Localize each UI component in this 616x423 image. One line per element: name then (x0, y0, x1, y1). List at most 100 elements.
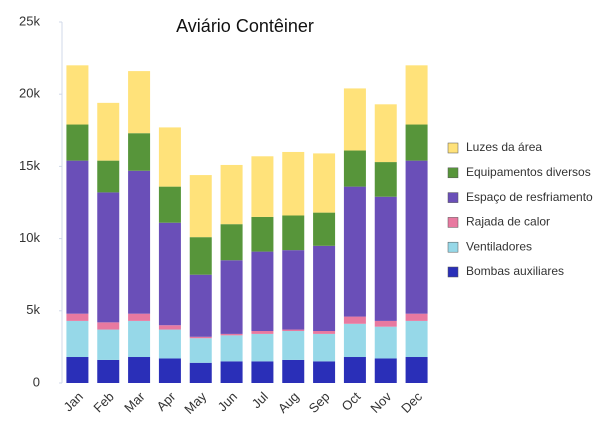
bar-segment (220, 260, 243, 334)
bar-segment (158, 358, 181, 383)
bar-segment (374, 196, 397, 321)
bar-segment (189, 274, 212, 337)
bar-segment (66, 357, 89, 383)
x-tick-label: May (181, 389, 209, 417)
bar-segment (313, 361, 336, 383)
x-tick-label: Sep (306, 389, 333, 416)
bar-segment (251, 251, 274, 332)
bar-segment (251, 361, 274, 383)
bar-segment (343, 316, 366, 324)
legend-swatch (447, 241, 459, 253)
bar-segment (374, 104, 397, 163)
x-tick-label: Jun (215, 389, 240, 414)
bar-segment (343, 323, 366, 358)
bar-segment (97, 102, 120, 161)
bar-segment (405, 313, 428, 321)
bar-segment (405, 65, 428, 125)
bar-segment (374, 326, 397, 359)
bar-segment (313, 153, 336, 213)
x-tick-label: Oct (339, 389, 364, 414)
bar-segment (189, 362, 212, 383)
bar-segment (374, 320, 397, 327)
y-tick-label: 15k (19, 158, 40, 173)
bar-segment (313, 245, 336, 332)
bar-segment (343, 88, 366, 151)
legend-label: Luzes da área (466, 140, 542, 154)
bar-segment (220, 164, 243, 225)
bar-segment (189, 237, 212, 275)
bar-segment (251, 331, 274, 334)
x-tick-label: Mar (121, 388, 148, 415)
bar-segment (128, 170, 151, 314)
bar-segment (66, 320, 89, 358)
y-tick-label: 25k (19, 13, 40, 28)
x-tick-label: Jul (249, 389, 271, 411)
bar-segment (251, 333, 274, 362)
y-tick-label: 5k (26, 302, 40, 317)
bar-segment (66, 160, 89, 314)
x-tick-label: Apr (154, 388, 179, 413)
bar-segment (405, 124, 428, 161)
x-tick-label: Dec (398, 389, 425, 416)
bar-segment (128, 320, 151, 358)
bar-segment (374, 358, 397, 383)
bar-segment (405, 357, 428, 383)
bar-segment (189, 338, 212, 363)
bar-segment (282, 215, 305, 251)
bar-segment (313, 333, 336, 362)
bar-segment (97, 160, 120, 193)
bar-segment (97, 359, 120, 383)
bar-segment (97, 322, 120, 330)
bar-segment (97, 329, 120, 360)
x-tick-label: Feb (90, 389, 116, 415)
bar-segment (220, 361, 243, 383)
bar-segment (66, 313, 89, 321)
legend-swatch (447, 167, 459, 179)
bar-segment (220, 333, 243, 336)
legend-label: Espaço de resfriamento (466, 190, 593, 204)
legend-swatch (447, 266, 459, 278)
bar-segment (313, 331, 336, 334)
bar-segment (282, 331, 305, 360)
bar-segment (405, 160, 428, 314)
bar-segment (343, 186, 366, 317)
bar-segment (251, 156, 274, 217)
bar-segment (128, 357, 151, 383)
bar-segment (282, 329, 305, 332)
bar-segment (158, 127, 181, 187)
bar-segment (313, 212, 336, 246)
bar-segment (128, 313, 151, 321)
legend-label: Equipamentos diversos (466, 165, 591, 179)
bar-segment (282, 250, 305, 330)
bar-segment (282, 359, 305, 383)
legend-label: Ventiladores (466, 239, 532, 253)
bar-segment (97, 192, 120, 323)
bar-segment (66, 65, 89, 125)
y-tick-label: 0 (33, 374, 40, 389)
x-tick-label: Aug (275, 389, 302, 416)
bar-segment (251, 216, 274, 252)
x-tick-label: Nov (367, 389, 394, 416)
y-tick-label: 20k (19, 86, 40, 101)
legend-label: Rajada de calor (466, 215, 550, 229)
bar-segment (66, 124, 89, 161)
bar-segment (374, 162, 397, 197)
bar-segment (128, 71, 151, 134)
legend-swatch (447, 142, 459, 154)
bar-segment (128, 133, 151, 171)
legend-label: Bombas auxiliares (466, 264, 564, 278)
x-tick-label: Jan (61, 389, 86, 414)
legend-swatch (447, 192, 459, 203)
legend-swatch (447, 217, 459, 228)
chart-title: Aviário Contêiner (176, 16, 314, 36)
bar-segment (282, 151, 305, 216)
bar-segment (158, 186, 181, 223)
bar-segment (158, 329, 181, 359)
bar-segment (158, 222, 181, 326)
bar-segment (343, 150, 366, 187)
bar-segment (189, 336, 212, 339)
bar-segment (158, 325, 181, 330)
bar-segment (189, 175, 212, 238)
bar-segment (405, 320, 428, 358)
